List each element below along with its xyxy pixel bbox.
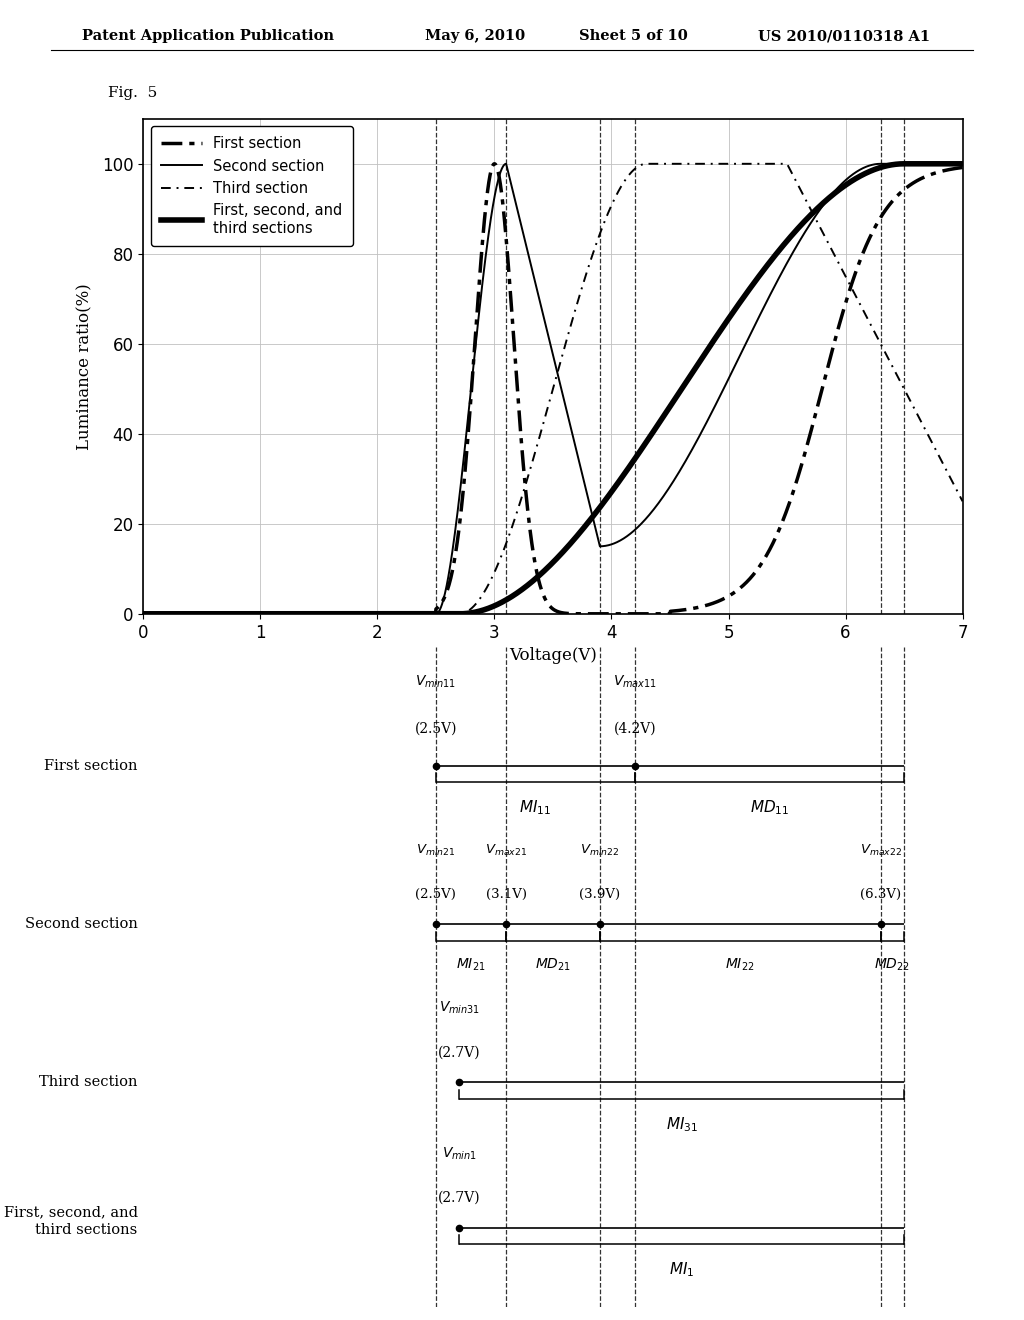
Third section [956,494,969,510]
Line: Third section: Third section [143,164,963,614]
Text: (4.2V): (4.2V) [613,722,656,737]
Text: First, second, and
third sections: First, second, and third sections [3,1205,137,1237]
First, second, and
third sections [933,156,945,172]
Text: (3.1V): (3.1V) [485,888,526,902]
First section [488,156,501,172]
First section [137,606,150,622]
First, second, and
third sections [179,606,191,622]
First section [933,164,945,180]
Line: First section: First section [143,164,963,614]
Text: (2.5V): (2.5V) [415,722,457,737]
X-axis label: Voltage(V): Voltage(V) [509,647,597,664]
Text: $MI_{31}$: $MI_{31}$ [666,1115,697,1134]
Text: $V_{min11}$: $V_{min11}$ [416,673,457,689]
Second section [782,252,795,268]
Third section [179,606,191,622]
Text: First section: First section [44,759,137,772]
Text: (6.3V): (6.3V) [860,888,901,902]
First section [536,583,548,599]
Text: Patent Application Publication: Patent Application Publication [82,29,334,44]
Third section [640,156,652,172]
Text: US 2010/0110318 A1: US 2010/0110318 A1 [758,29,930,44]
Text: Second section: Second section [25,917,137,931]
Text: $V_{max22}$: $V_{max22}$ [859,843,902,858]
Second section [933,156,945,172]
Text: Sheet 5 of 10: Sheet 5 of 10 [579,29,687,44]
Text: $MD_{22}$: $MD_{22}$ [874,957,910,973]
Y-axis label: Luminance ratio(%): Luminance ratio(%) [77,282,93,450]
Second section [874,156,887,172]
First section [179,606,191,622]
Legend: First section, Second section, Third section, First, second, and
third sections: First section, Second section, Third sec… [151,127,353,246]
Text: $MI_{21}$: $MI_{21}$ [457,957,485,973]
First, second, and
third sections [536,565,548,581]
First, second, and
third sections [514,583,526,599]
First, second, and
third sections [137,606,150,622]
Text: $MD_{21}$: $MD_{21}$ [535,957,571,973]
Second section [137,606,150,622]
Text: Fig.  5: Fig. 5 [108,86,157,100]
Text: $V_{max21}$: $V_{max21}$ [485,843,527,858]
Third section [536,421,548,437]
First section [514,421,526,437]
Second section [536,301,548,317]
First, second, and
third sections [782,231,795,247]
First, second, and
third sections [898,156,910,172]
Text: (2.7V): (2.7V) [438,1045,480,1059]
Third section [933,449,945,465]
First section [933,164,945,180]
First, second, and
third sections [956,156,969,172]
Third section [514,495,526,511]
Text: May 6, 2010: May 6, 2010 [425,29,525,44]
Text: $V_{min22}$: $V_{min22}$ [580,843,620,858]
Third section [782,160,795,176]
Text: $V_{min21}$: $V_{min21}$ [416,843,456,858]
Text: (2.7V): (2.7V) [438,1191,480,1204]
Second section [514,213,526,228]
Third section [933,447,945,463]
First section [782,496,795,512]
Line: First, second, and
third sections: First, second, and third sections [143,164,963,614]
Text: (2.5V): (2.5V) [416,888,457,902]
Text: $V_{min1}$: $V_{min1}$ [441,1146,477,1162]
Text: (3.9V): (3.9V) [580,888,621,902]
Text: $MI_{22}$: $MI_{22}$ [725,957,755,973]
Text: Third section: Third section [39,1076,137,1089]
Second section [956,156,969,172]
Second section [933,156,945,172]
Text: $V_{max11}$: $V_{max11}$ [612,673,657,689]
Second section [179,606,191,622]
Third section [137,606,150,622]
First, second, and
third sections [933,156,945,172]
Text: $MI_{11}$: $MI_{11}$ [519,799,552,817]
Text: $MI_{1}$: $MI_{1}$ [669,1261,694,1279]
Line: Second section: Second section [143,164,963,614]
Text: $MD_{11}$: $MD_{11}$ [750,799,790,817]
Text: $V_{min31}$: $V_{min31}$ [438,1001,480,1016]
First section [956,160,969,176]
